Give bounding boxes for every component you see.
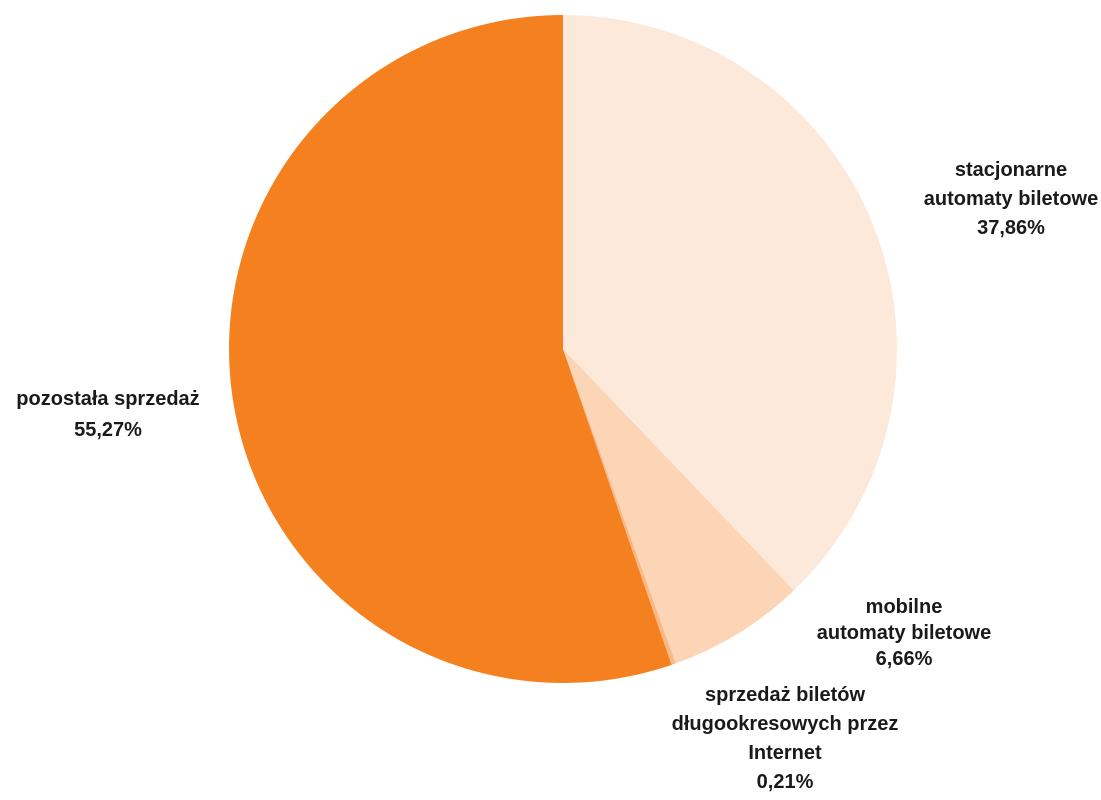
- slice-name-line: stacjonarne: [955, 159, 1067, 181]
- pie-labels: stacjonarne automaty biletowe 37,86% mobiln…: [16, 159, 1098, 793]
- slice-value-label: 0,21%: [757, 771, 814, 793]
- slice-name-line: automaty biletowe: [817, 622, 991, 644]
- slice-value-label: 37,86%: [977, 217, 1045, 239]
- pie-slice-2: [563, 349, 676, 665]
- slice-value-label: 55,27%: [74, 419, 142, 441]
- slice-name-line: sprzedaż biletów: [705, 684, 865, 706]
- slice-label-1: mobilne automaty biletowe 6,66%: [817, 596, 991, 670]
- slice-name-line: Internet: [748, 742, 822, 764]
- pie-slice-3: [229, 15, 672, 683]
- slice-label-3: pozostała sprzedaż 55,27%: [16, 388, 199, 441]
- pie-slice-0: [563, 15, 897, 591]
- slice-value-label: 6,66%: [876, 648, 933, 670]
- slice-name-line: pozostała sprzedaż: [16, 388, 199, 410]
- slice-name-line: automaty biletowe: [924, 188, 1098, 210]
- slice-name-line: mobilne: [866, 596, 943, 618]
- pie-slice-1: [563, 349, 794, 664]
- pie-slices: [229, 15, 897, 683]
- slice-name-line: długookresowych przez: [672, 713, 899, 735]
- slice-label-0: stacjonarne automaty biletowe 37,86%: [924, 159, 1098, 239]
- slice-label-2: sprzedaż biletów długookresowych przez Int…: [672, 684, 899, 793]
